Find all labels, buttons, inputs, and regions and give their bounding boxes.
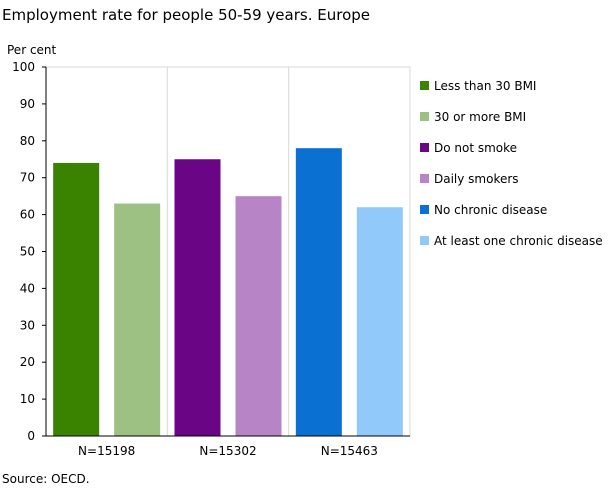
legend-item: No chronic disease: [420, 194, 603, 225]
plot-frame: [45, 66, 411, 437]
y-tick-label: 70: [20, 171, 35, 185]
y-tick-label: 10: [20, 392, 35, 406]
legend-swatch: [420, 81, 429, 90]
source-note: Source: OECD.: [2, 472, 90, 486]
y-tick-label: 40: [20, 281, 35, 295]
y-tick-label: 60: [20, 208, 35, 222]
x-tick-label: N=15463: [321, 444, 378, 458]
bar: [356, 207, 403, 436]
legend-item: Daily smokers: [420, 163, 603, 194]
legend-item: 30 or more BMI: [420, 101, 603, 132]
bar: [114, 203, 161, 436]
legend-swatch: [420, 236, 429, 245]
legend-swatch: [420, 205, 429, 214]
legend-label: Less than 30 BMI: [434, 78, 537, 93]
legend-swatch: [420, 143, 429, 152]
legend-label: At least one chronic disease: [434, 233, 603, 248]
y-tick-label: 90: [20, 97, 35, 111]
legend-swatch: [420, 112, 429, 121]
x-tick-label: N=15302: [199, 444, 256, 458]
bar: [295, 148, 342, 436]
legend-swatch: [420, 174, 429, 183]
bar: [235, 196, 282, 436]
y-tick-label: 20: [20, 355, 35, 369]
legend-label: Daily smokers: [434, 171, 519, 186]
bar: [53, 162, 100, 436]
legend-item: Less than 30 BMI: [420, 70, 603, 101]
y-tick-label: 80: [20, 134, 35, 148]
legend-label: No chronic disease: [434, 202, 548, 217]
legend-label: 30 or more BMI: [434, 109, 527, 124]
legend-item: At least one chronic disease: [420, 225, 603, 256]
legend-label: Do not smoke: [434, 140, 518, 155]
bar: [174, 159, 221, 436]
chart-title: Employment rate for people 50-59 years. …: [2, 6, 370, 24]
legend-item: Do not smoke: [420, 132, 603, 163]
y-axis-label: Per cent: [7, 43, 57, 57]
x-tick-label: N=15198: [78, 444, 135, 458]
y-tick-label: 50: [20, 245, 35, 259]
y-tick-label: 0: [27, 429, 35, 443]
legend: Less than 30 BMI 30 or more BMI Do not smo…: [420, 70, 603, 256]
y-tick-label: 30: [20, 318, 35, 332]
y-tick-label: 100: [12, 60, 35, 74]
